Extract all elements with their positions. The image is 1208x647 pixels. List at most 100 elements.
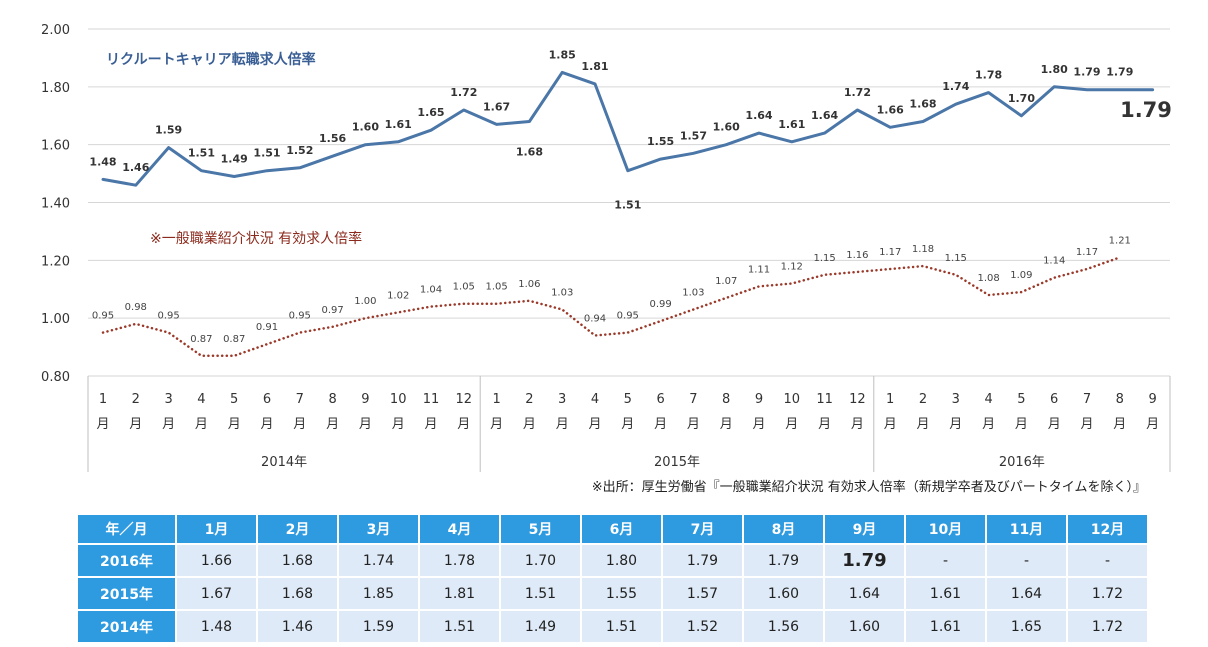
x-tick-month: 5 [230, 392, 238, 407]
data-label-recruit: 1.68 [909, 98, 936, 111]
x-tick-unit: 月 [424, 417, 437, 432]
x-tick-month: 9 [1148, 392, 1156, 407]
data-label-mhlw: 1.17 [1076, 247, 1098, 258]
table-cell: 1.68 [258, 578, 337, 609]
x-tick-month: 12 [456, 392, 473, 407]
table-body: 2016年 1.66 1.68 1.74 1.78 1.70 1.80 1.79 1.79 1.7… [78, 545, 1147, 642]
data-label-recruit: 1.70 [1008, 92, 1035, 105]
data-labels: 1.48 1.46 1.59 1.51 1.49 1.51 1.52 1.56 1.60 1.61… [89, 48, 1133, 344]
x-tick-month: 4 [591, 392, 599, 407]
x-tick-month: 2 [132, 392, 140, 407]
x-tick-month: 1 [99, 392, 107, 407]
data-label-mhlw: 1.06 [518, 279, 540, 290]
table-cell: - [1068, 545, 1147, 576]
x-tick-unit: 月 [457, 417, 470, 432]
data-label-recruit: 1.51 [253, 147, 280, 160]
data-label-mhlw: 0.95 [92, 311, 114, 322]
x-tick-month: 3 [952, 392, 960, 407]
x-year-label: 2015年 [654, 455, 700, 470]
table-cell: 1.66 [177, 545, 256, 576]
x-tick-unit: 月 [359, 417, 372, 432]
x-tick-unit: 月 [949, 417, 962, 432]
data-label-recruit: 1.72 [844, 86, 871, 99]
x-tick-unit: 月 [687, 417, 700, 432]
x-tick-month: 3 [164, 392, 172, 407]
table-month-header: 12月 [1068, 515, 1147, 543]
table-cell: 1.51 [582, 611, 661, 642]
data-label-mhlw: 1.09 [1010, 270, 1032, 281]
x-tick-month: 4 [984, 392, 992, 407]
x-tick-unit: 月 [1015, 417, 1028, 432]
x-tick-month: 11 [816, 392, 833, 407]
data-label-mhlw: 1.03 [551, 287, 573, 298]
data-label-recruit: 1.81 [581, 60, 608, 73]
table-cell: 1.79 [825, 545, 904, 576]
table-corner: 年／月 [78, 515, 175, 543]
data-label-recruit: 1.74 [942, 80, 969, 93]
table-cell: 1.79 [744, 545, 823, 576]
table-cell: 1.64 [987, 578, 1066, 609]
table-year-cell: 2014年 [78, 611, 175, 642]
data-label-recruit: 1.80 [1041, 63, 1068, 76]
data-label-mhlw: 1.00 [354, 296, 376, 307]
table-cell: 1.60 [825, 611, 904, 642]
x-tick-unit: 月 [588, 417, 601, 432]
data-label-recruit: 1.61 [778, 118, 805, 131]
grid-lines [88, 28, 1170, 377]
table-cell: 1.55 [582, 578, 661, 609]
x-tick-unit: 月 [916, 417, 929, 432]
data-label-recruit: 1.59 [155, 124, 182, 137]
data-label-mhlw: 1.05 [485, 282, 507, 293]
table-row: 2016年 1.66 1.68 1.74 1.78 1.70 1.80 1.79 1.79 1.7… [78, 545, 1147, 576]
x-tick-unit: 月 [621, 417, 634, 432]
table-cell: 1.49 [501, 611, 580, 642]
data-label-mhlw: 1.08 [977, 273, 999, 284]
data-label-recruit: 1.60 [352, 121, 379, 134]
x-tick-month: 2 [525, 392, 533, 407]
table-row: 2014年 1.48 1.46 1.59 1.51 1.49 1.51 1.52 1.56 1.6… [78, 611, 1147, 642]
y-tick-label: 1.00 [41, 312, 70, 327]
x-tick-month: 9 [755, 392, 763, 407]
x-tick-month: 4 [197, 392, 205, 407]
table-cell: 1.61 [906, 611, 985, 642]
data-label-recruit: 1.51 [188, 147, 215, 160]
x-tick-month: 9 [361, 392, 369, 407]
data-label-mhlw: 0.98 [125, 302, 147, 313]
data-label-recruit: 1.67 [483, 100, 510, 113]
data-label-recruit: 1.65 [417, 106, 444, 119]
data-label-mhlw: 1.17 [879, 247, 901, 258]
table-cell: 1.57 [663, 578, 742, 609]
table-cell: 1.72 [1068, 611, 1147, 642]
y-axis-ticks: 2.00 1.80 1.60 1.40 1.20 1.00 0.80 [41, 23, 70, 385]
data-label-recruit: 1.56 [319, 132, 346, 145]
y-tick-label: 1.60 [41, 139, 70, 154]
x-tick-unit: 月 [556, 417, 569, 432]
data-label-mhlw: 0.87 [223, 334, 245, 345]
table-month-header: 7月 [663, 515, 742, 543]
series-line-mhlw [101, 256, 1122, 358]
x-tick-unit: 月 [326, 417, 339, 432]
data-label-recruit: 1.61 [385, 118, 412, 131]
data-label-recruit: 1.64 [745, 109, 772, 122]
table-cell: 1.60 [744, 578, 823, 609]
x-tick-unit: 月 [129, 417, 142, 432]
data-label-mhlw: 1.07 [715, 276, 737, 287]
table-cell: 1.85 [339, 578, 418, 609]
data-label-recruit: 1.79 [1106, 66, 1133, 79]
x-tick-unit: 月 [392, 417, 405, 432]
x-tick-month: 10 [390, 392, 407, 407]
table-cell: 1.52 [663, 611, 742, 642]
x-year-label: 2016年 [999, 455, 1045, 470]
table-month-header: 3月 [339, 515, 418, 543]
data-label-recruit: 1.60 [713, 121, 740, 134]
data-label-recruit: 1.72 [450, 86, 477, 99]
legend-series-2: ※一般職業紹介状況 有効求人倍率 [150, 230, 362, 247]
x-tick-unit: 月 [195, 417, 208, 432]
data-label-mhlw: 1.18 [912, 244, 934, 255]
x-tick-month: 12 [849, 392, 866, 407]
table-year-cell: 2016年 [78, 545, 175, 576]
x-tick-month: 6 [263, 392, 271, 407]
table-month-header: 10月 [906, 515, 985, 543]
data-label-recruit: 1.66 [877, 103, 904, 116]
table-cell: 1.80 [582, 545, 661, 576]
